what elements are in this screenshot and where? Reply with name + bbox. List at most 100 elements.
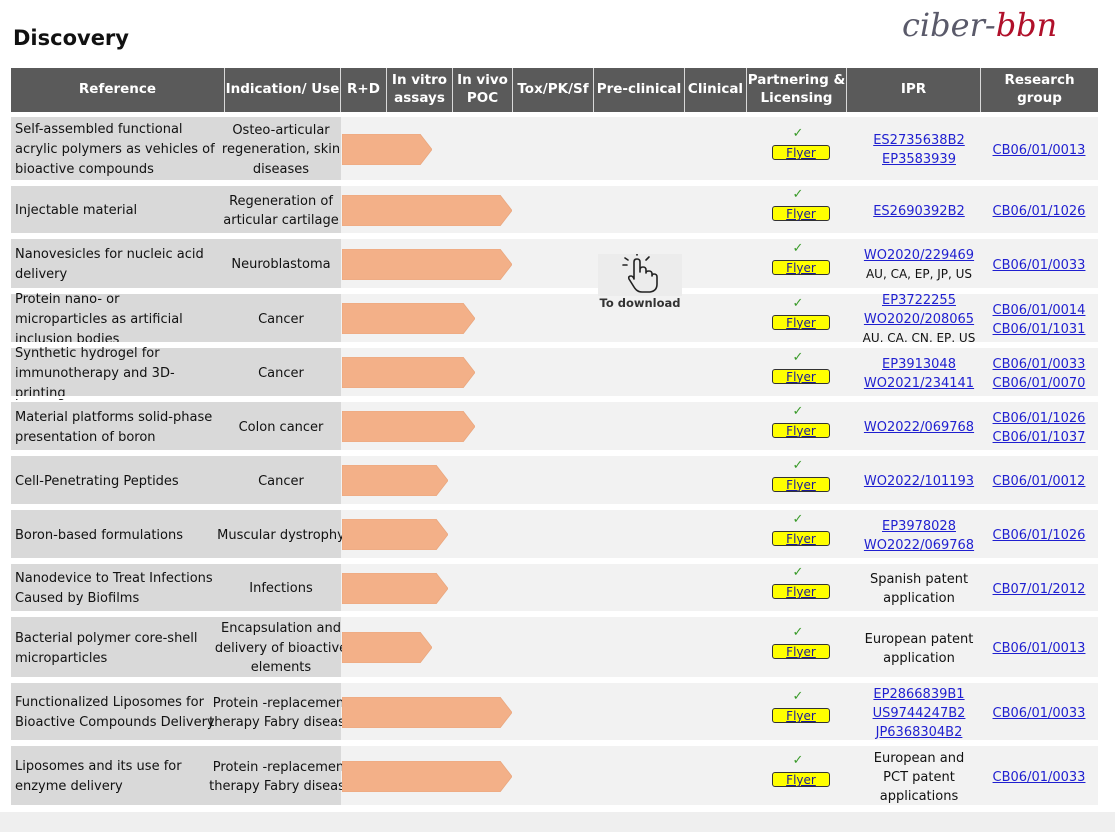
ipr-text: European and PCT patent applications — [873, 750, 965, 804]
flyer-button[interactable]: Flyer — [772, 708, 830, 723]
check-icon: ✓ — [792, 457, 804, 473]
row-separator — [11, 342, 1098, 345]
flyer-button[interactable]: Flyer — [772, 145, 830, 160]
ipr-patent-link[interactable]: WO2021/234141 — [863, 375, 975, 391]
reference-label: Boron-based formulations — [15, 527, 183, 543]
reference-text: Functionalized Liposomes for Bioactive C… — [15, 683, 215, 743]
research-group-link[interactable]: CB06/01/1026 — [992, 528, 1086, 543]
indication-label: Regeneration of articular cartilage — [223, 193, 339, 229]
ipr-patent-link[interactable]: WO2022/069768 — [863, 537, 975, 553]
research-group-cell: CB06/01/0033 — [989, 683, 1089, 743]
reference-cell-bg — [11, 564, 341, 614]
research-group-link[interactable]: CB06/01/0033 — [992, 705, 1086, 721]
flyer-button[interactable]: Flyer — [772, 314, 830, 330]
table-header: Reference Indication/ Use R+D In vitro assa… — [11, 68, 1098, 112]
indication-label: Muscular dystrophy — [217, 527, 345, 543]
check-icon: ✓ — [792, 624, 804, 640]
ipr-cell: Spanish patent application — [849, 564, 989, 614]
reference-text: Liposomes and its use for enzyme deliver… — [15, 746, 215, 808]
research-group-link[interactable]: CB06/01/1026 — [992, 203, 1086, 219]
reference-cell-bg — [11, 510, 341, 561]
flyer-button[interactable]: Flyer — [772, 206, 830, 221]
reference-text: Bacterial polymer core-shell micropartic… — [15, 617, 215, 680]
research-group-link[interactable]: CB06/01/0012 — [992, 474, 1086, 489]
flyer-button[interactable]: Flyer — [772, 584, 830, 599]
research-group-link[interactable]: CB06/01/1037 — [992, 429, 1086, 445]
download-button[interactable]: To download — [598, 252, 682, 312]
indication-label: Encapsulation and delivery of bioactive … — [214, 621, 348, 676]
header-research-group: Research group — [1004, 72, 1075, 106]
table-row: Material platforms solid-phase presentat… — [11, 402, 1098, 453]
ipr-patent-link[interactable]: US9744247B2 — [872, 705, 966, 721]
ipr-text: Spanish patent application — [869, 572, 969, 606]
flyer-button[interactable]: Flyer — [772, 260, 830, 275]
ipr-patent-link[interactable]: WO2020/229469 — [863, 248, 975, 263]
reference-text: Injectable material — [15, 186, 215, 236]
research-group-link[interactable]: CB06/01/0014 — [992, 302, 1086, 318]
indication-label: Cancer — [258, 365, 304, 381]
check-icon: ✓ — [792, 565, 804, 580]
ipr-cell: European and PCT patent applications — [849, 746, 989, 808]
check-icon: ✓ — [792, 753, 804, 768]
flyer-button[interactable]: Flyer — [772, 368, 830, 384]
row-separator — [11, 677, 1098, 680]
header-partnering: Partnering & Licensing — [747, 68, 847, 112]
ipr-cell: European patent application — [849, 617, 989, 680]
indication-text: Encapsulation and delivery of bioactive … — [209, 617, 353, 680]
reference-label: Bacterial polymer core-shell micropartic… — [15, 630, 198, 666]
row-bg — [341, 564, 1098, 614]
row-separator — [11, 396, 1098, 399]
indication-text: Cancer — [209, 294, 353, 345]
research-group-link[interactable]: CB06/01/0070 — [992, 375, 1086, 391]
research-group-cell: CB06/01/0033 — [989, 239, 1089, 291]
flyer-button[interactable]: Flyer — [772, 772, 830, 787]
indication-label: Protein -replacement therapy Fabry disea… — [209, 759, 353, 795]
flyer-button[interactable]: Flyer — [772, 530, 830, 546]
research-group-cell: CB06/01/0033 CB06/01/0070 — [989, 348, 1089, 399]
row-separator — [11, 805, 1098, 808]
header-clinical: Clinical — [685, 68, 747, 112]
row-separator — [11, 288, 1098, 291]
research-group-link[interactable]: CB06/01/1031 — [992, 321, 1086, 337]
ipr-patent-link[interactable]: WO2022/069768 — [863, 420, 975, 435]
ipr-patent-link[interactable]: EP2866839B1 — [873, 686, 965, 702]
stage-progress-arrow — [342, 465, 448, 496]
reference-label: Liposomes and its use for enzyme deliver… — [15, 759, 182, 794]
ipr-patent-link[interactable]: EP3978028 — [882, 518, 956, 534]
indication-text: Protein -replacement therapy Fabry disea… — [209, 683, 353, 743]
research-group-link[interactable]: CB06/01/1026 — [992, 410, 1086, 426]
row-bg — [341, 510, 1098, 561]
header-ipr: IPR — [847, 68, 981, 112]
reference-cell-bg — [11, 746, 341, 808]
research-group-cell: CB06/01/1026 CB06/01/1037 — [989, 402, 1089, 453]
research-group-cell: CB06/01/1026 — [989, 510, 1089, 561]
reference-label: Cell-Penetrating Peptides — [15, 473, 179, 489]
flyer-button[interactable]: Flyer — [772, 476, 830, 492]
row-separator — [11, 233, 1098, 236]
ipr-cell: WO2022/101193 — [849, 456, 989, 507]
header-in-vivo: In vivo POC — [453, 68, 513, 112]
research-group-link[interactable]: CB07/01/2012 — [992, 581, 1086, 597]
ipr-patent-link[interactable]: WO2020/208065 — [863, 312, 975, 327]
ipr-cell: EP2866839B1 US9744247B2 JP6368304B2 — [849, 683, 989, 743]
check-icon: ✓ — [792, 349, 804, 365]
table-row: Nanodevice to Treat Infections Caused by… — [11, 564, 1098, 614]
ipr-patent-link[interactable]: WO2022/101193 — [863, 474, 975, 489]
reference-text: Synthetic hydrogel for immunotherapy and… — [15, 346, 215, 401]
research-group-link[interactable]: CB06/01/0033 — [992, 257, 1086, 273]
reference-cell-bg — [11, 348, 341, 399]
ipr-patent-link[interactable]: JP6368304B2 — [875, 724, 963, 740]
ipr-patent-link[interactable]: EP3583939 — [882, 152, 956, 167]
ipr-patent-link[interactable]: EP3913048 — [882, 356, 956, 372]
ipr-patent-link[interactable]: EP3722255 — [882, 293, 956, 308]
research-group-link[interactable]: CB06/01/0033 — [992, 356, 1086, 372]
research-group-link[interactable]: CB06/01/0033 — [992, 769, 1086, 785]
row-bg — [341, 456, 1098, 507]
research-group-link[interactable]: CB06/01/0013 — [992, 641, 1086, 656]
ipr-patent-link[interactable]: ES2690392B2 — [873, 203, 965, 219]
reference-label: Nanovesicles for nucleic acid delivery — [15, 247, 204, 282]
research-group-link[interactable]: CB06/01/0013 — [992, 142, 1086, 158]
flyer-button[interactable]: Flyer — [772, 643, 830, 659]
flyer-button[interactable]: Flyer — [772, 422, 830, 438]
ipr-patent-link[interactable]: ES2735638B2 — [873, 133, 965, 148]
